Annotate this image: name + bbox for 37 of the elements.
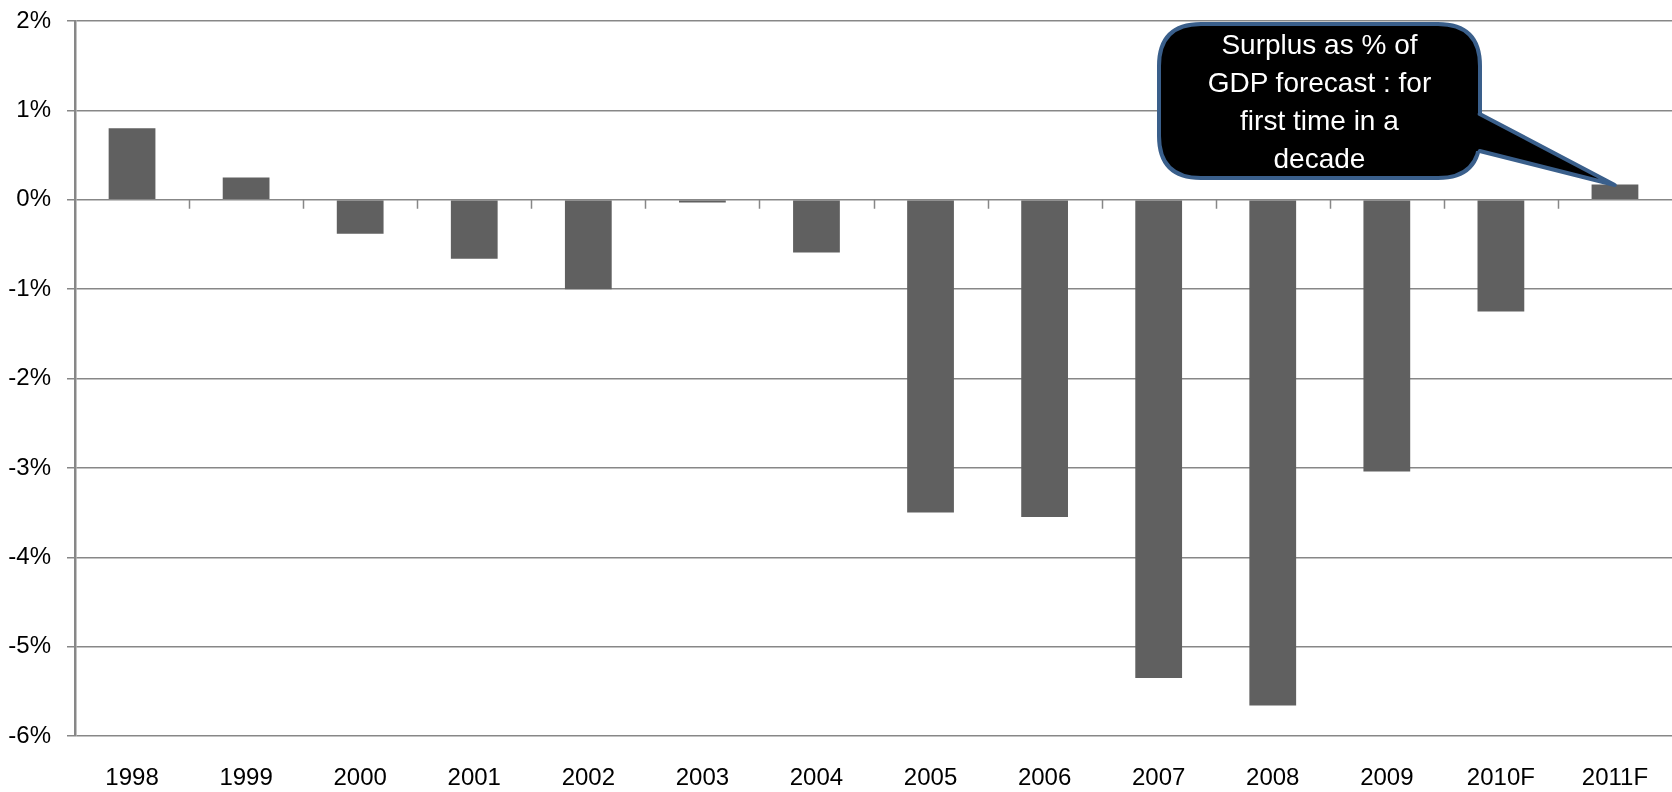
y-tick-label: -6% <box>8 720 51 748</box>
x-tick-label: 2007 <box>1131 763 1186 791</box>
x-tick-label: 2008 <box>1246 763 1300 791</box>
x-tick-label: 2011F <box>1581 763 1649 791</box>
x-tick-label: 1999 <box>219 763 273 791</box>
bar <box>1249 200 1297 706</box>
x-tick-label: 1998 <box>105 763 159 791</box>
y-tick-label: 0% <box>16 184 51 212</box>
x-tick-label: 2005 <box>903 763 958 791</box>
bar <box>907 200 954 513</box>
bar <box>793 200 840 253</box>
bar <box>1477 200 1525 312</box>
bar <box>222 177 270 199</box>
bar <box>1135 200 1183 678</box>
y-tick-label: -1% <box>8 273 51 301</box>
bar <box>1363 200 1411 472</box>
y-tick-label: -3% <box>8 452 51 480</box>
bar <box>564 200 612 290</box>
bar <box>1591 184 1639 199</box>
y-tick-label: 2% <box>16 5 51 33</box>
bar <box>1021 200 1068 518</box>
y-tick-label: -5% <box>8 631 51 659</box>
annotation: Surplus as % of GDP forecast : for first time in a decade <box>1206 27 1433 176</box>
y-tick-label: -4% <box>8 541 51 569</box>
x-tick-label: 2001 <box>447 763 501 791</box>
y-tick-label: 1% <box>16 95 51 122</box>
x-tick-label: 2010F <box>1466 763 1535 791</box>
bar <box>336 200 384 234</box>
x-tick-label: 2006 <box>1017 763 1072 791</box>
x-tick-label: 2009 <box>1360 763 1414 791</box>
x-tick-label: 2002 <box>561 763 616 791</box>
bar <box>108 128 156 199</box>
bar <box>450 200 498 259</box>
x-tick-label: 2003 <box>675 763 730 791</box>
x-tick-label: 2000 <box>333 763 387 791</box>
y-tick-label: -2% <box>8 363 51 391</box>
x-tick-label: 2004 <box>789 763 844 791</box>
